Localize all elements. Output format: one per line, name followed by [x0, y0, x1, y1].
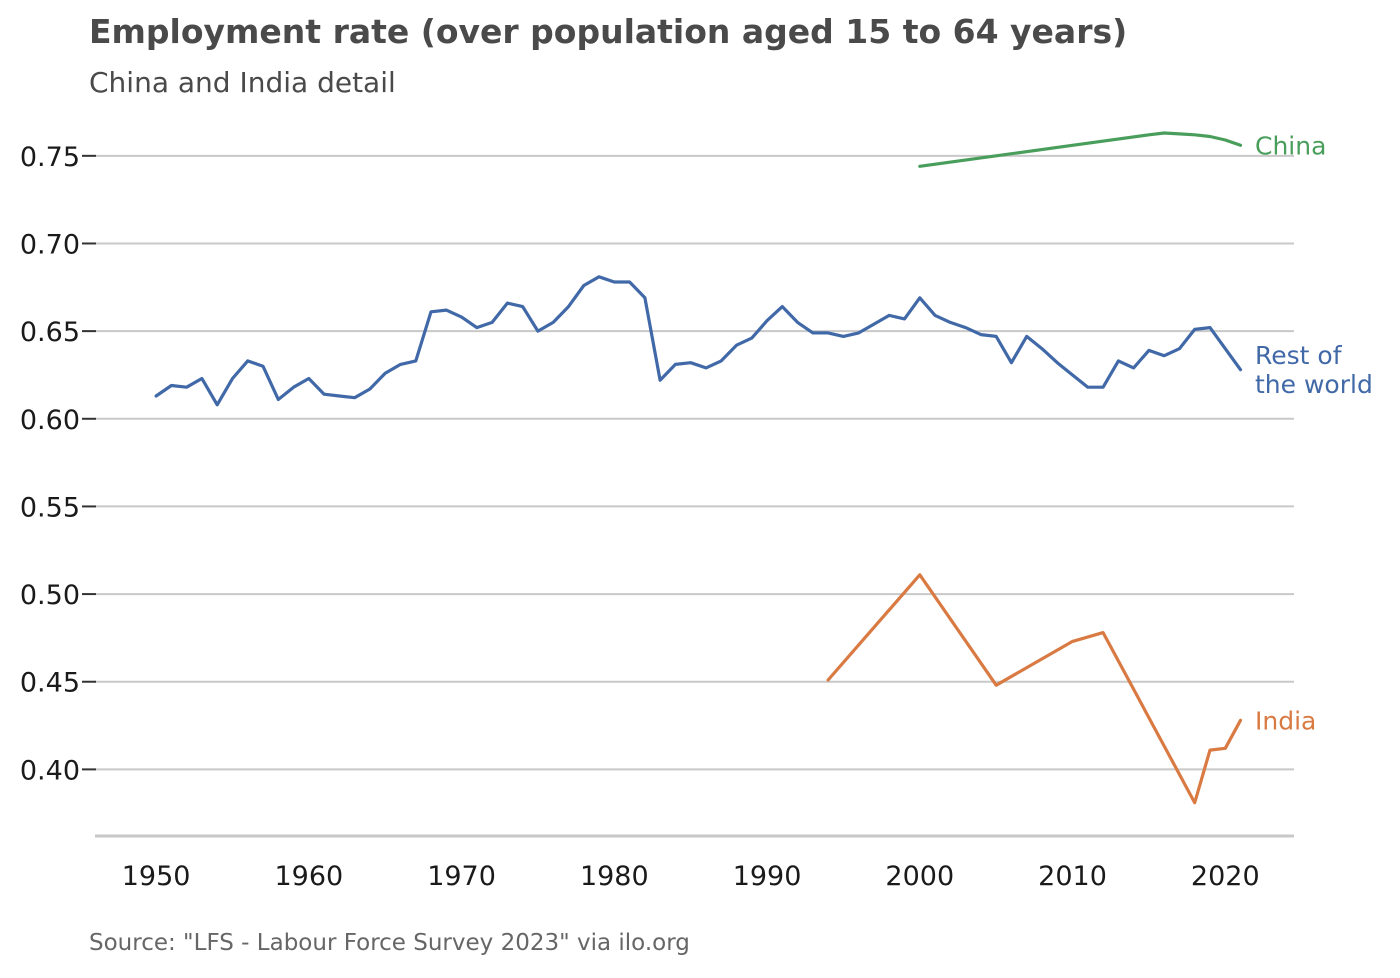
x-tick-label: 1950: [122, 861, 191, 892]
series-line-china: [918, 131, 1243, 168]
x-tick-label: 1980: [580, 861, 649, 892]
series-label-china: China: [1255, 131, 1326, 160]
y-tick-label: 0.75: [20, 142, 80, 173]
y-tick-label: 0.50: [20, 580, 80, 611]
y-tick-label: 0.70: [20, 229, 80, 260]
x-tick-label: 2000: [885, 861, 954, 892]
series-line-rest-of-the-world: [154, 275, 1243, 407]
y-tick-label: 0.65: [20, 317, 80, 348]
y-tick-label: 0.40: [20, 755, 80, 786]
x-tick-label: 1990: [733, 861, 802, 892]
chart-source: Source: "LFS - Labour Force Survey 2023"…: [89, 930, 690, 956]
y-tick-label: 0.45: [20, 668, 80, 699]
x-tick-label: 2010: [1038, 861, 1107, 892]
series-line-india: [826, 573, 1243, 805]
x-tick-label: 1960: [274, 861, 343, 892]
series-label-india: India: [1255, 706, 1316, 735]
y-tick-label: 0.60: [20, 405, 80, 436]
series-label-rest-of-the-world: Rest of the world: [1255, 341, 1373, 399]
x-tick-label: 1970: [427, 861, 496, 892]
gridlines: [95, 154, 1294, 771]
series-labels: China Rest of the world India: [1255, 131, 1373, 735]
x-tick-label: 2020: [1191, 861, 1260, 892]
chart-subtitle: China and India detail: [89, 66, 396, 99]
axes: 0.40 0.45 0.50 0.55 0.60 0.65 0.70 0.75 1950 1960…: [20, 142, 1294, 892]
series-lines: [154, 131, 1243, 805]
chart-title: Employment rate (over population aged 15…: [89, 12, 1128, 51]
y-tick-label: 0.55: [20, 492, 80, 523]
